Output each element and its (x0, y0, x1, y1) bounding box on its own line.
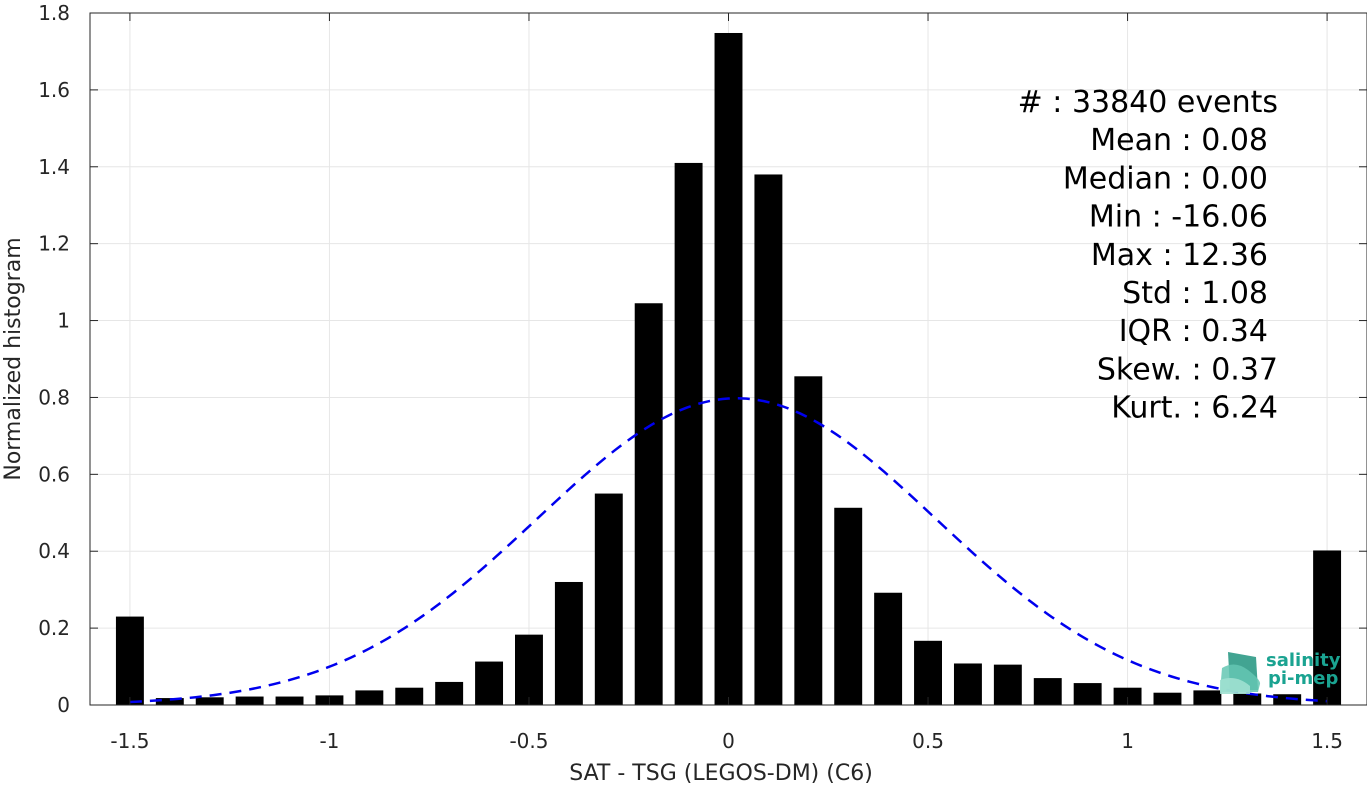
logo-text-salinity: salinity (1266, 650, 1341, 671)
y-tick-label-9: 1.8 (38, 1, 70, 25)
bar-25 (1113, 687, 1142, 705)
bar-20 (914, 640, 942, 705)
bar-9 (475, 661, 504, 705)
bar-29 (1273, 694, 1302, 705)
bar-7 (395, 687, 424, 705)
y-axis-label: Normalized histogram (1, 237, 26, 480)
x-tick-label-4: 0.5 (912, 729, 944, 753)
bar-28 (1233, 693, 1262, 705)
bar-2 (195, 697, 224, 705)
salinity-pi-mep-logo: salinity pi-mep (1220, 650, 1341, 694)
y-tick-label-0: 0 (57, 693, 70, 717)
bar-4 (275, 696, 304, 705)
bar-10 (515, 634, 543, 705)
bar-3 (235, 696, 264, 705)
y-tick-label-8: 1.6 (38, 78, 70, 102)
bar-12 (594, 493, 623, 705)
stat-line-5: Std : 1.08 (1122, 276, 1268, 311)
x-tick-label-3: 0 (722, 729, 735, 753)
bar-22 (993, 664, 1022, 705)
bars (115, 32, 1342, 706)
bar-1 (155, 698, 184, 705)
stat-line-8: Kurt. : 6.24 (1111, 391, 1278, 426)
bar-13 (634, 303, 663, 705)
bar-19 (874, 592, 903, 705)
bar-21 (953, 663, 982, 705)
y-axis-ticks: 0 0.2 0.4 0.6 0.8 1 1.2 1.4 1.6 1.8 (38, 1, 1367, 717)
stat-line-1: Mean : 0.08 (1090, 123, 1268, 158)
stat-line-4: Max : 12.36 (1091, 238, 1268, 273)
y-tick-label-6: 1.2 (38, 232, 70, 256)
bar-18 (834, 507, 863, 705)
bar-24 (1073, 683, 1102, 705)
bar-17 (794, 376, 823, 705)
stat-line-7: Skew. : 0.37 (1097, 352, 1278, 387)
logo-mark (1220, 652, 1261, 694)
y-tick-label-7: 1.4 (38, 155, 70, 179)
y-tick-label-4: 0.8 (38, 385, 70, 409)
x-axis-ticks: -1.5 -1 -0.5 0 0.5 1 1.5 (110, 13, 1343, 753)
stat-line-6: IQR : 0.34 (1119, 314, 1268, 349)
x-tick-label-2: -0.5 (509, 729, 548, 753)
bar-26 (1153, 692, 1182, 705)
x-tick-label-0: -1.5 (110, 729, 149, 753)
x-axis-label: SAT - TSG (LEGOS-DM) (C6) (569, 761, 873, 785)
y-tick-label-2: 0.4 (38, 539, 70, 563)
logo-text-pi-mep: pi-mep (1268, 668, 1338, 689)
stat-line-3: Min : -16.06 (1089, 200, 1268, 235)
normal-fit-curve (129, 397, 1328, 704)
bar-30 (1313, 550, 1342, 705)
x-tick-label-1: -1 (319, 729, 339, 753)
bar-11 (554, 581, 583, 705)
x-tick-label-5: 1 (1121, 729, 1134, 753)
y-tick-label-5: 1 (57, 309, 70, 333)
x-tick-label-6: 1.5 (1311, 729, 1343, 753)
bar-14 (674, 162, 703, 705)
y-tick-label-1: 0.2 (38, 616, 70, 640)
stat-line-2: Median : 0.00 (1063, 161, 1268, 196)
stat-line-0: # : 33840 events (1018, 85, 1278, 120)
bar-16 (754, 174, 783, 705)
bar-8 (435, 681, 464, 705)
bar-6 (355, 690, 384, 705)
bar-23 (1033, 678, 1062, 705)
y-tick-label-3: 0.6 (38, 462, 70, 486)
bar-27 (1193, 690, 1222, 705)
bar-15 (714, 32, 743, 706)
bar-0 (115, 616, 144, 705)
